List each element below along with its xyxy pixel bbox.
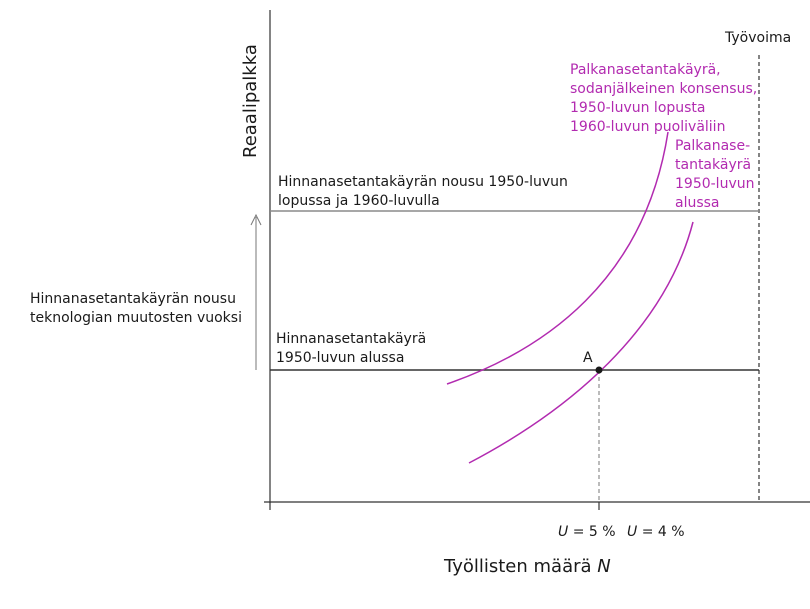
point-a-marker [595,366,603,374]
wage-setting-curve-later [446,131,669,385]
wage-curve-later-label: Palkanasetantakäyrä, sodanjälkeinen kons… [570,62,762,135]
price-curve-low-label: Hinnanasetantakäyrä 1950-luvun alussa [276,331,431,366]
point-a-label: A [583,350,593,366]
price-curve-high-label: Hinnanasetantakäyrän nousu 1950-luvun lo… [278,174,572,209]
labor-force-label: Työvoima [724,30,791,46]
x-axis-title: Työllisten määrä N [443,556,611,577]
unemployment-4-label: U = 4 % [627,524,685,540]
unemployment-5-label: U = 5 % [558,524,616,540]
wage-curve-early-label: Palkanase- tantakäyrä 1950-luvun alussa [675,138,759,211]
shift-note: Hinnanasetantakäyrän nousu teknologian m… [30,291,242,326]
y-axis-title: Reaalipalkka [240,44,261,158]
wage-setting-curve-early [468,221,694,464]
shift-arrow-head [250,213,262,226]
